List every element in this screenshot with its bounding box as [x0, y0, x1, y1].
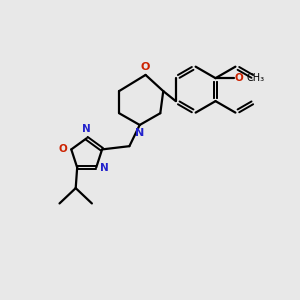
- Text: CH₃: CH₃: [246, 73, 264, 83]
- Text: N: N: [100, 163, 109, 172]
- Text: O: O: [141, 62, 150, 72]
- Text: O: O: [235, 73, 243, 83]
- Text: N: N: [82, 124, 91, 134]
- Text: N: N: [135, 128, 144, 138]
- Text: O: O: [59, 144, 68, 154]
